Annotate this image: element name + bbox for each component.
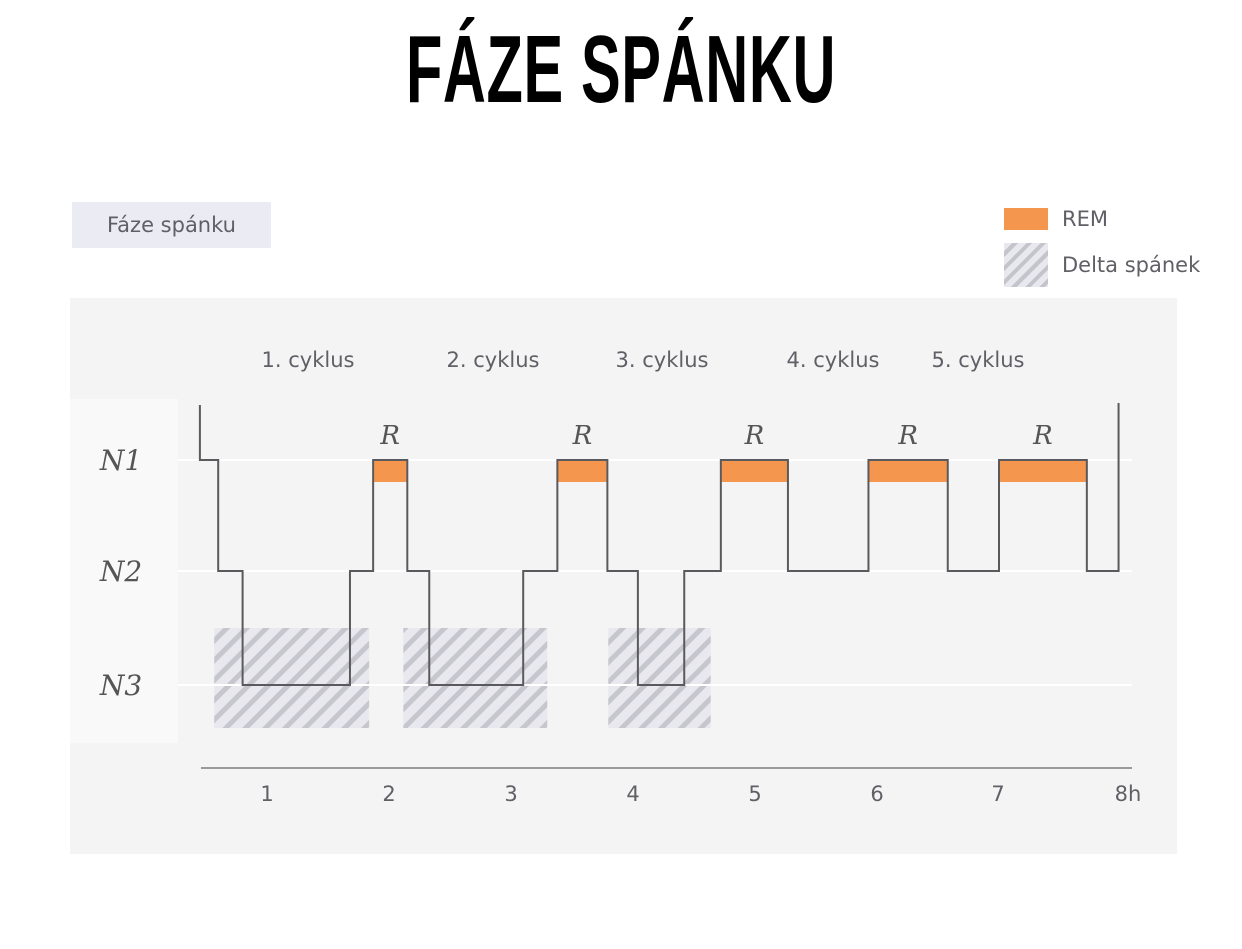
hatched-swatch-icon bbox=[1004, 243, 1048, 287]
x-tick-label: 4 bbox=[626, 782, 639, 806]
x-tick-label: 2 bbox=[382, 782, 395, 806]
hypnogram-line bbox=[198, 403, 1120, 686]
rem-label: R bbox=[1032, 421, 1053, 451]
cycle-label: 3. cyklus bbox=[616, 348, 709, 372]
x-tick-label: 6 bbox=[870, 782, 883, 806]
delta-region bbox=[608, 628, 711, 728]
legend-label: REM bbox=[1062, 207, 1108, 231]
y-label-n3: N3 bbox=[99, 669, 142, 702]
rem-label: R bbox=[379, 421, 400, 451]
legend-item-delta: Delta spánek bbox=[1004, 242, 1200, 288]
x-tick-label: 7 bbox=[991, 782, 1004, 806]
cycle-label: 5. cyklus bbox=[932, 348, 1025, 372]
rem-bar bbox=[557, 460, 608, 482]
x-tick-label: 3 bbox=[504, 782, 517, 806]
y-label-n1: N1 bbox=[99, 444, 142, 477]
delta-region bbox=[403, 628, 548, 728]
cycle-label: 1. cyklus bbox=[262, 348, 355, 372]
cycle-label: 2. cyklus bbox=[447, 348, 540, 372]
delta-region bbox=[214, 628, 370, 728]
rem-label: R bbox=[897, 421, 918, 451]
rem-bar bbox=[999, 460, 1087, 482]
x-tick-label: 5 bbox=[748, 782, 761, 806]
rem-swatch-icon bbox=[1004, 208, 1048, 230]
page-title: FÁZE SPÁNKU bbox=[405, 16, 837, 123]
chart-panel bbox=[70, 298, 1177, 854]
legend-label: Delta spánek bbox=[1062, 253, 1201, 277]
rem-bar bbox=[720, 460, 788, 482]
rem-bar bbox=[373, 460, 408, 482]
x-tick-label: 8h bbox=[1115, 782, 1142, 806]
rem-label: R bbox=[572, 421, 593, 451]
y-label-n2: N2 bbox=[99, 555, 142, 588]
legend-item-rem: REM bbox=[1004, 196, 1200, 242]
cycle-label: 4. cyklus bbox=[787, 348, 880, 372]
rem-label: R bbox=[744, 421, 765, 451]
y-axis-strip bbox=[70, 399, 178, 743]
chart-tag: Fáze spánku bbox=[72, 202, 271, 248]
rem-bar bbox=[868, 460, 948, 482]
legend: REM Delta spánek bbox=[1004, 196, 1200, 288]
x-tick-label: 1 bbox=[260, 782, 273, 806]
